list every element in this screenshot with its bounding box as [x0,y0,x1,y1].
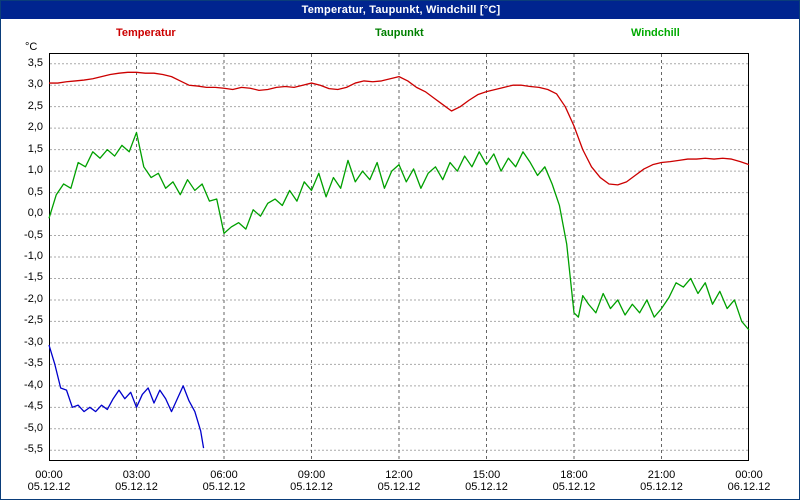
y-tick-label: -0,5 [24,228,43,241]
y-tick-label: 0,0 [27,207,43,220]
chart-grid [49,53,749,461]
y-tick-label: 1,5 [27,142,43,155]
legend-dewpoint: Taupunkt [375,27,424,39]
x-tick-label: 21:00 05.12.12 [640,469,683,493]
x-tick-label: 18:00 05.12.12 [552,469,596,493]
legend-temperature: Temperatur [116,27,176,39]
y-tick-label: -1,5 [24,271,43,284]
x-tick-label: 06:00 05.12.12 [202,469,246,493]
legend-windchill: Windchill [631,27,680,39]
y-tick-label: -3,5 [24,357,43,370]
x-tick-label: 15:00 05.12.12 [465,469,508,493]
x-tick-label: 12:00 05.12.12 [377,469,421,493]
y-tick-label: -2,0 [24,292,43,305]
y-tick-label: -1,0 [24,250,43,262]
y-tick-label: -5,5 [24,443,43,456]
x-tick-label: 00:00 06.12.12 [727,469,771,493]
y-tick-label: -4,0 [24,378,43,391]
y-tick-label: 3,5 [27,56,43,69]
y-tick-label: 0,5 [27,185,43,198]
x-tick-label: 03:00 05.12.12 [115,469,158,493]
x-tick-label: 00:00 05.12.12 [27,469,71,493]
grid-lines [50,54,748,460]
y-tick-label: 3,0 [27,78,43,91]
y-tick-label: -5,0 [24,421,43,434]
y-axis-unit-label: °C [25,41,38,53]
y-tick-label: -4,5 [24,400,43,413]
y-tick-label: 1,0 [27,164,43,177]
y-tick-label: -3,0 [24,335,43,348]
y-tick-label: 2,5 [27,99,43,112]
x-tick-label: 09:00 05.12.12 [290,469,333,493]
y-tick-label: -2,5 [24,314,43,327]
y-axis-labels: 3,5 3,0 2,5 2,0 1,5 1,0 0,5 0,0 -0,5 -1,0 -1,5 -2,0… [1,19,49,499]
plot-area: Temperatur Taupunkt Windchill °C 3,5 3,0 2… [1,19,799,499]
y-tick-label: 2,0 [27,121,43,134]
window-title: Temperatur, Taupunkt, Windchill [°C] [1,1,799,19]
